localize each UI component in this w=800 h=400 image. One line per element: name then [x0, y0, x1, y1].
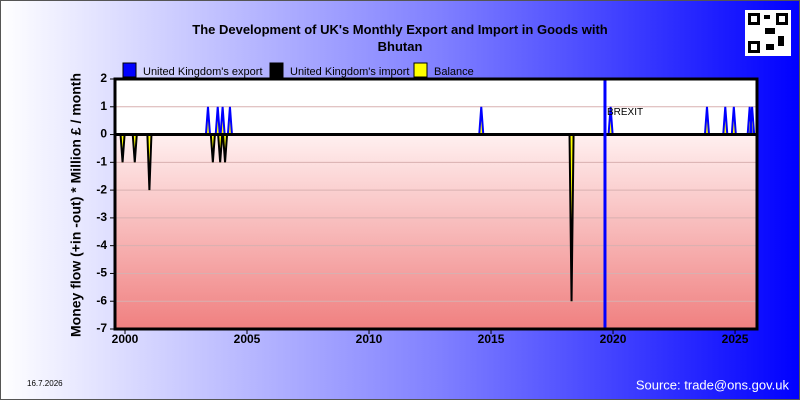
qr-code	[745, 10, 791, 56]
y-tick-label: 2	[100, 71, 107, 85]
source: Source: trade@ons.gov.uk	[636, 377, 790, 392]
y-tick-label: -5	[96, 266, 107, 280]
legend-swatch	[413, 62, 428, 78]
legend-label: Balance	[434, 66, 474, 78]
y-axis-label: Money flow (+in -out) * Million £ / mont…	[68, 73, 84, 337]
y-tick-label: 1	[100, 99, 107, 113]
y-tick-label: 0	[100, 127, 107, 141]
legend-swatch	[269, 62, 284, 78]
plot-area-negative	[115, 134, 757, 329]
date: 16.7.2026	[27, 379, 63, 388]
plot-border	[113, 77, 759, 331]
legend-label: United Kingdom's export	[143, 66, 263, 78]
y-tick-label: -6	[96, 293, 107, 307]
y-tick-label: -4	[96, 238, 107, 252]
legend-swatch	[122, 62, 137, 78]
annotation-label: BREXIT	[607, 107, 643, 118]
x-tick-label: 2010	[356, 332, 383, 346]
legend-label: United Kingdom's import	[290, 66, 410, 78]
x-tick-label: 2015	[478, 332, 505, 346]
x-tick-label: 2025	[722, 332, 749, 346]
x-tick-label: 2020	[600, 332, 627, 346]
y-tick-label: -7	[96, 321, 107, 335]
y-tick-label: -3	[96, 210, 107, 224]
chart-title: The Development of UK's Monthly Export a…	[192, 22, 608, 54]
x-tick-label: 2000	[112, 332, 139, 346]
y-tick-label: -1	[96, 155, 107, 169]
y-tick-label: -2	[96, 182, 107, 196]
x-tick-label: 2005	[234, 332, 261, 346]
